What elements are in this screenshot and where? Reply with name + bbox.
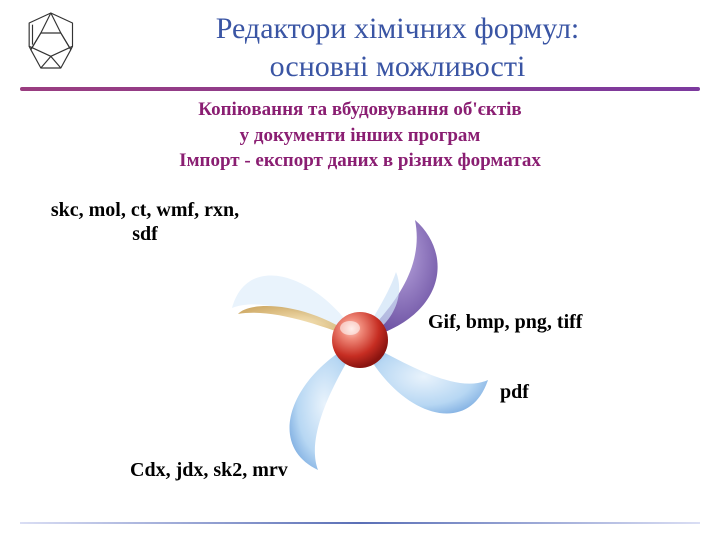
format-label-right-2: pdf	[500, 380, 620, 404]
title-line-2: основні можливості	[270, 50, 526, 83]
format-label-right-1: Gif, bmp, png, tiff	[428, 310, 638, 334]
format-label-top-left: skc, mol, ct, wmf, rxn, sdf	[30, 198, 260, 246]
page-title: Редактори хімічних формул: основні можли…	[95, 8, 700, 85]
subtitle-line-3: Імпорт - експорт даних в різних форматах	[179, 150, 541, 171]
header: Редактори хімічних формул: основні можли…	[0, 0, 720, 85]
subtitle: Копіювання та вбудовування об'єктів у до…	[0, 97, 720, 174]
swirl-graphic	[220, 200, 500, 480]
subtitle-line-1: Копіювання та вбудовування об'єктів	[198, 99, 521, 120]
subtitle-line-2: у документи інших програм	[240, 125, 481, 146]
divider-bottom	[20, 522, 700, 524]
title-line-1: Редактори хімічних формул:	[216, 12, 580, 45]
format-line-2: sdf	[132, 223, 158, 245]
molecule-icon	[10, 8, 95, 83]
format-label-bottom: Cdx, jdx, sk2, mrv	[130, 458, 360, 482]
format-line-1: skc, mol, ct, wmf, rxn,	[51, 199, 239, 221]
diagram-area: skc, mol, ct, wmf, rxn, sdf Gif, bmp, pn…	[0, 180, 720, 500]
divider-top	[20, 87, 700, 91]
